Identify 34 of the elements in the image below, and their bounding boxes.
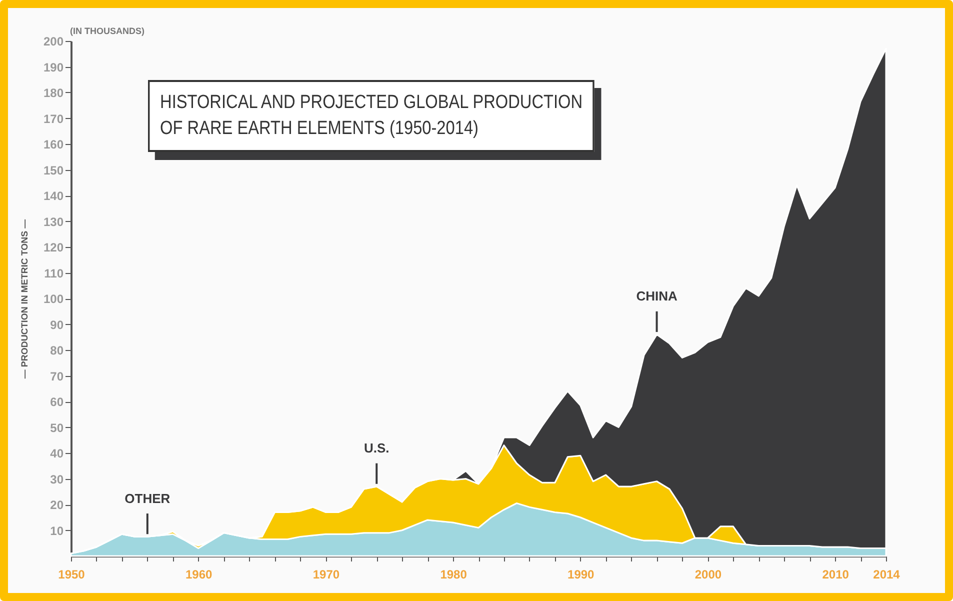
x-tick-label: 1950 (58, 568, 86, 582)
x-tick-label: 2010 (822, 568, 850, 582)
x-tick-label: 1980 (440, 568, 468, 582)
x-tick-label: 1970 (312, 568, 340, 582)
text: HISTORICAL AND PROJECTED GLOBAL PRODUCTION OF RARE EARTH ELEMENTS (1950-2014) (148, 80, 595, 152)
y-tick-label: 10 (50, 524, 64, 538)
y-tick-label: 60 (50, 395, 64, 409)
y-tick-label: 50 (50, 420, 64, 435)
y-tick-label: 190 (43, 60, 64, 74)
text: CHINA (636, 288, 678, 304)
y-tick-label: 150 (43, 163, 64, 178)
x-tick-label: 2014 (873, 568, 900, 582)
y-tick-label: 160 (43, 138, 64, 152)
y-tick-label: 80 (50, 344, 64, 358)
y-tick-label: 120 (43, 240, 64, 254)
y-tick-label: 70 (50, 369, 64, 384)
y-tick-label: 110 (44, 266, 64, 280)
y-tick-label: 200 (43, 34, 64, 48)
x-tick-label: 1990 (568, 568, 595, 582)
y-axis-title: — PRODUCTION IN METRIC TONS — (19, 219, 30, 379)
y-tick-label: 170 (43, 112, 64, 126)
y-tick-label: 130 (43, 214, 64, 229)
y-tick-label: 20 (50, 498, 64, 512)
x-tick-label: 2000 (694, 568, 722, 582)
y-tick-label: 40 (50, 446, 64, 460)
text: (IN THOUSANDS) (70, 26, 144, 36)
y-tick-label: 90 (50, 318, 64, 332)
x-tick-label: 1960 (185, 568, 213, 582)
y-tick-label: 140 (43, 189, 64, 203)
y-tick-label: 30 (50, 472, 64, 486)
y-tick-label: 100 (43, 292, 64, 306)
y-tick-label: 180 (43, 86, 64, 100)
text: U.S. (364, 440, 390, 456)
text: OTHER (124, 490, 171, 506)
